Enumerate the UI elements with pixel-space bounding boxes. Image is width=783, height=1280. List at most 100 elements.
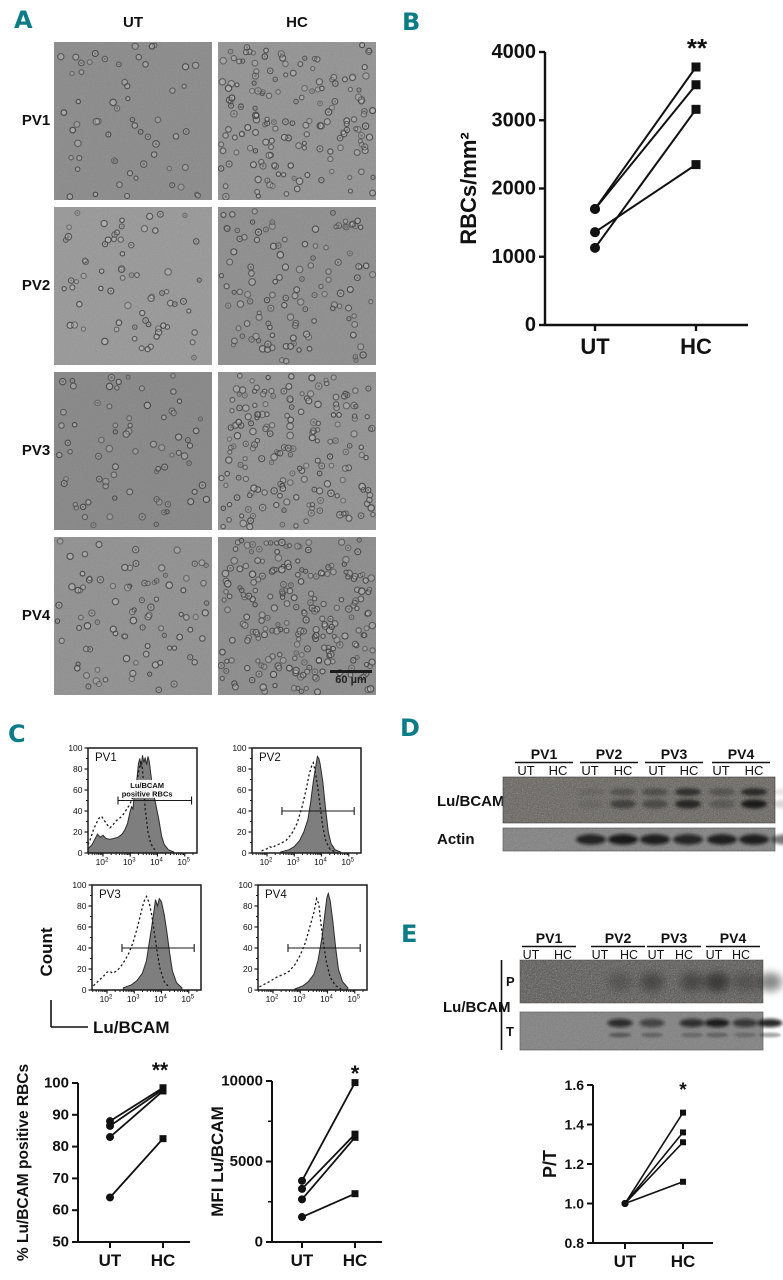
data-point-hc: [680, 1129, 686, 1136]
x-category-label: HC: [151, 1251, 176, 1270]
y-tick-label: 80: [237, 764, 247, 774]
y-tick-label: 0: [82, 985, 87, 995]
strip-label-t: T: [506, 1024, 514, 1039]
blot-group-label: PV1: [531, 746, 558, 762]
y-axis-title: % Lu/BCAM positive RBCs: [15, 1064, 32, 1261]
y-tick-label: 10000: [221, 1073, 263, 1090]
control-histogram: [259, 896, 342, 990]
x-tick-label: 103: [293, 994, 306, 1004]
data-point-hc: [691, 160, 701, 170]
y-tick-label: 0: [78, 848, 83, 858]
pair-line: [594, 66, 697, 210]
micrograph-pv2-hc: [218, 207, 376, 365]
band: [681, 1032, 703, 1038]
band: [704, 1018, 730, 1028]
y-tick-label: 0: [525, 314, 536, 336]
data-point-hc: [680, 1178, 686, 1185]
strip-label-p: P: [506, 974, 515, 989]
y-tick-label: 100: [44, 1075, 69, 1092]
y-tick-label: 1.4: [565, 1117, 585, 1133]
significance-stars: *: [679, 1080, 687, 1101]
band: [741, 788, 767, 796]
x-tick-label: 104: [320, 994, 333, 1004]
band: [639, 1018, 665, 1028]
y-tick-label: 70: [52, 1170, 69, 1187]
band: [608, 834, 638, 845]
data-point-ut: [106, 1121, 114, 1130]
x-category-label: UT: [99, 1251, 122, 1270]
panel-letter-d: D: [400, 714, 420, 742]
micrograph-pv3-hc: [218, 372, 376, 530]
gate-label: Lu/BCAM: [130, 781, 164, 790]
panel-letter-a: A: [14, 6, 33, 34]
x-tick-label: 105: [181, 994, 194, 1004]
band: [709, 799, 735, 809]
x-tick-label: 105: [347, 994, 360, 1004]
blot-row-label-lubcam: Lu/BCAM: [437, 793, 505, 810]
band: [757, 1018, 783, 1028]
band: [642, 799, 668, 809]
pair-line: [109, 1087, 164, 1122]
y-tick-label: 40: [243, 943, 253, 953]
band: [773, 788, 783, 796]
y-tick-label: 60: [237, 785, 247, 795]
band: [610, 788, 636, 796]
y-tick-label: 80: [243, 901, 253, 911]
band: [709, 788, 735, 796]
lane-label: UT: [517, 763, 534, 778]
x-tick-label: 103: [127, 994, 140, 1004]
data-point-ut: [590, 227, 600, 238]
histogram-title: PV2: [259, 752, 281, 764]
pair-line: [301, 1136, 356, 1200]
band: [679, 1018, 705, 1028]
y-tick-label: 50: [52, 1234, 69, 1251]
data-point-hc: [351, 1190, 359, 1198]
data-point-ut: [590, 203, 600, 214]
row-label-pv4: PV4: [21, 607, 51, 624]
band: [771, 834, 783, 845]
pair-line: [624, 1112, 684, 1204]
pair-line: [624, 1181, 684, 1205]
lane-label: HC: [745, 763, 764, 778]
blot-group-label: PV2: [596, 746, 623, 762]
band: [734, 1032, 756, 1038]
filled-histogram: [87, 755, 175, 854]
y-axis-title: MFI Lu/BCAM: [208, 1106, 227, 1216]
lane-label: UT: [523, 948, 540, 962]
x-category-label: UT: [580, 334, 610, 359]
data-point-hc: [691, 62, 701, 72]
panel-letter-e: E: [401, 920, 418, 948]
flow-histogram-pv2: 0 20 40 60 80 100 102 103 104 105 PV2: [232, 743, 362, 867]
data-point-ut: [298, 1213, 306, 1222]
column-header-ut: UT: [123, 14, 143, 31]
data-point-hc: [680, 1109, 686, 1116]
y-tick-label: 3000: [492, 109, 537, 131]
band: [773, 799, 783, 809]
chart-E_pt: 0.8 1.0 1.2 1.4 1.6 UT HC P/T *: [540, 1077, 713, 1271]
band: [673, 834, 703, 845]
blot-row-label-lubcam: Lu/BCAM: [443, 999, 511, 1016]
histogram-title: PV3: [99, 889, 121, 901]
y-tick-label: 20: [243, 964, 253, 974]
chart-B: 0 1000 2000 3000 4000 UT HC RBCs/mm² **: [456, 33, 748, 359]
y-tick-label: 60: [243, 922, 253, 932]
band: [578, 799, 604, 809]
y-tick-label: 20: [77, 964, 87, 974]
histogram-title: PV4: [265, 889, 287, 901]
y-tick-label: 40: [77, 943, 87, 953]
lane-label: UT: [592, 948, 609, 962]
lane-label: HC: [620, 948, 638, 962]
data-point-ut: [106, 1133, 114, 1142]
x-tick-label: 102: [260, 857, 273, 867]
marker-axis-label: Lu/BCAM: [93, 1018, 169, 1037]
band: [642, 788, 668, 796]
y-axis-title: RBCs/mm²: [456, 132, 481, 244]
gate-label: positive RBCs: [122, 789, 173, 798]
lane-label: HC: [549, 763, 568, 778]
blot-row-label-actin: Actin: [437, 831, 475, 848]
x-tick-label: 105: [341, 857, 354, 867]
micrograph-pv1-ut: [54, 42, 212, 200]
pair-line: [594, 108, 697, 249]
blot-group-label: PV1: [536, 930, 563, 946]
y-axis-title: P/T: [540, 1150, 560, 1178]
